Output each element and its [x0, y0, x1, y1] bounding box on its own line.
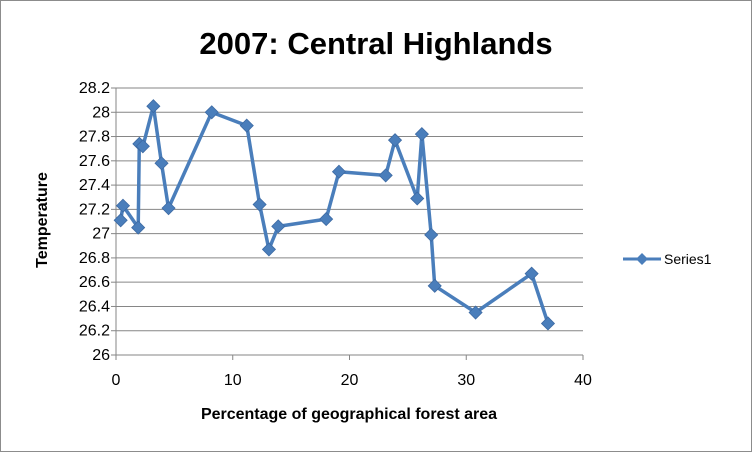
x-tick-label: 10	[224, 372, 242, 389]
y-tick-label: 26.2	[79, 323, 110, 340]
x-tick-label: 40	[574, 372, 592, 389]
legend: Series1	[623, 251, 712, 267]
x-tick-label: 0	[112, 372, 121, 389]
data-point	[427, 278, 442, 293]
axes	[111, 87, 584, 360]
data-point	[161, 201, 176, 216]
data-point	[378, 168, 393, 183]
y-tick-labels: 26 26.2 26.4 26.6 26.8 27 27.2 27.4 27.6 27.8 28 28…	[79, 80, 110, 364]
x-tick-label: 30	[457, 372, 475, 389]
y-tick-label: 28	[92, 104, 110, 121]
data-point	[204, 105, 219, 120]
data-point	[468, 305, 483, 320]
y-tick-label: 27.8	[79, 129, 110, 146]
data-point	[410, 191, 425, 206]
data-point	[319, 212, 334, 227]
data-point	[387, 133, 403, 148]
y-tick-label: 27.6	[79, 153, 110, 170]
legend-marker-series1	[636, 253, 648, 265]
y-tick-label: 27.2	[79, 201, 110, 218]
data-point	[414, 127, 429, 142]
data-point	[131, 220, 146, 235]
series-line-series1	[118, 104, 550, 324]
data-point	[146, 99, 161, 114]
data-point	[115, 198, 131, 213]
data-point	[252, 197, 267, 212]
data-point	[331, 164, 347, 179]
data-point	[424, 227, 439, 242]
y-tick-label: 26.6	[79, 274, 110, 291]
data-point	[540, 316, 556, 331]
y-tick-label: 27.4	[79, 177, 110, 194]
x-axis-title: Percentage of geographical forest area	[201, 406, 497, 423]
y-axis-title: Temperature	[34, 172, 51, 268]
data-point	[135, 139, 150, 154]
y-tick-label: 27	[92, 226, 110, 243]
data-point	[271, 219, 286, 234]
y-tick-label: 26.8	[79, 250, 110, 267]
y-tick-label: 28.2	[79, 80, 110, 97]
chart-title: 2007: Central Highlands	[199, 26, 552, 61]
data-point	[113, 213, 128, 228]
x-tick-label: 20	[341, 372, 359, 389]
y-tick-label: 26.4	[79, 298, 110, 315]
legend-label-series1: Series1	[664, 251, 712, 267]
gridlines	[116, 87, 583, 332]
data-point	[154, 156, 169, 171]
data-point	[524, 266, 539, 281]
data-point	[239, 118, 254, 133]
y-tick-label: 26	[92, 347, 110, 364]
x-tick-labels: 0 10 20 30 40	[112, 372, 592, 389]
data-point	[261, 242, 277, 257]
series-layer	[113, 99, 556, 331]
